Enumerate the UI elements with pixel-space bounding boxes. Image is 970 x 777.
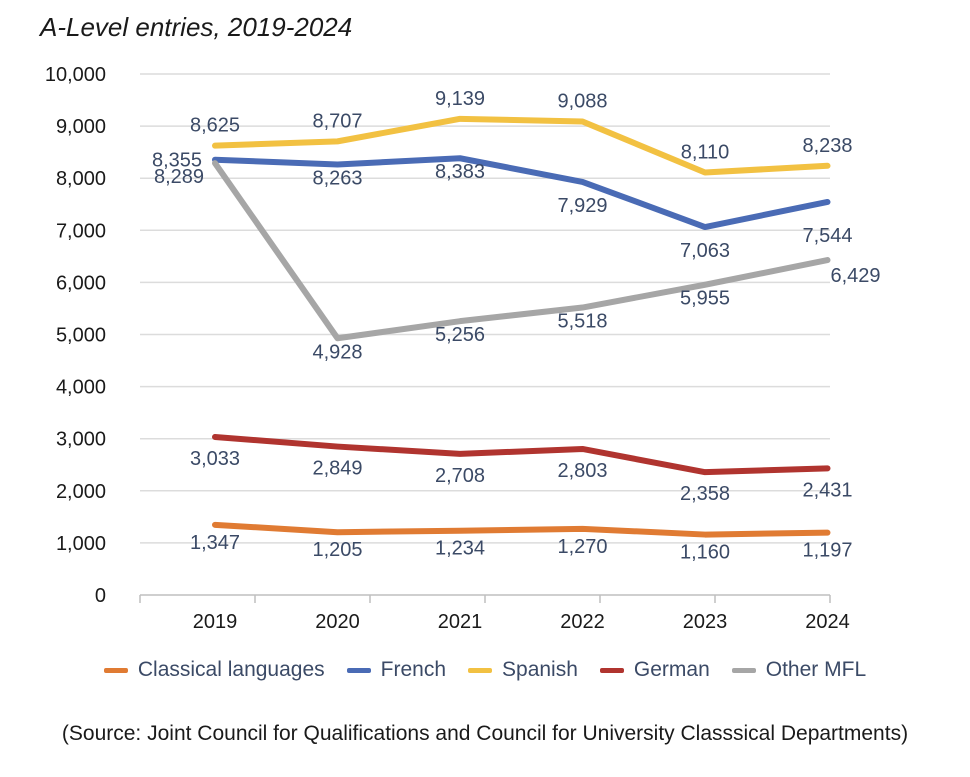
y-tick-label: 3,000 (56, 429, 106, 451)
legend: Classical languages French Spanish German Ot… (0, 658, 970, 682)
data-label: 7,544 (802, 225, 852, 247)
series-line-other-mfl (212, 160, 831, 342)
data-label: 8,238 (802, 135, 852, 157)
data-label: 3,033 (190, 448, 240, 470)
legend-item: Other MFL (731, 658, 867, 682)
series-line-french (212, 155, 831, 231)
legend-swatch (468, 667, 493, 673)
line-chart: 0 1,000 2,000 3,000 4,000 5,000 6,000 7,000 8,00… (45, 64, 881, 633)
y-tick-label: 10,000 (45, 64, 106, 86)
data-label: 8,263 (312, 167, 362, 189)
x-tick-label: 2019 (193, 611, 238, 633)
legend-swatch (599, 667, 624, 673)
x-tick-label: 2021 (438, 611, 483, 633)
y-tick-label: 0 (95, 585, 106, 607)
series-lines (212, 115, 831, 538)
y-tick-label: 6,000 (56, 272, 106, 294)
data-label: 4,928 (312, 341, 362, 363)
data-label: 1,234 (435, 538, 485, 560)
data-label: 2,358 (680, 483, 730, 505)
data-label: 2,803 (557, 460, 607, 482)
x-tick-label: 2022 (560, 611, 605, 633)
data-label: 7,929 (557, 195, 607, 217)
y-tick-label: 7,000 (56, 220, 106, 242)
data-label: 8,625 (190, 115, 240, 137)
data-label: 1,270 (557, 536, 607, 558)
legend-item: French (346, 658, 447, 682)
data-label: 1,205 (312, 539, 362, 561)
y-tick-label: 8,000 (56, 168, 106, 190)
series-line-spanish (212, 115, 831, 176)
series-line-german (212, 433, 831, 476)
y-tick-label: 9,000 (56, 116, 106, 138)
data-label: 8,383 (435, 161, 485, 183)
legend-label: Spanish (502, 658, 578, 681)
legend-label: Other MFL (765, 658, 867, 681)
data-label: 8,355 (152, 150, 202, 172)
x-tick-label: 2020 (315, 611, 360, 633)
data-label: 2,431 (802, 479, 852, 501)
series-line-classical-languages (212, 521, 831, 538)
y-tick-label: 5,000 (56, 325, 106, 347)
axes: 0 1,000 2,000 3,000 4,000 5,000 6,000 7,000 8,00… (45, 64, 850, 633)
legend-swatch (731, 667, 756, 673)
data-label: 8,289 (154, 166, 204, 188)
data-label: 5,256 (435, 324, 485, 346)
data-labels: 1,347 1,205 1,234 1,270 1,160 1,197 8,355 8,263… (152, 88, 881, 564)
data-label: 8,110 (681, 141, 730, 163)
data-label: 8,707 (312, 110, 362, 132)
data-label: 2,849 (312, 458, 362, 480)
y-tick-label: 1,000 (56, 533, 106, 555)
data-label: 6,429 (830, 265, 880, 287)
data-label: 1,160 (680, 542, 730, 564)
source-note: (Source: Joint Council for Qualification… (61, 722, 909, 745)
legend-label: German (633, 658, 710, 681)
y-tick-label: 2,000 (56, 481, 106, 503)
x-tick-label: 2024 (805, 611, 850, 633)
data-label: 1,347 (190, 532, 240, 554)
legend-swatch (346, 667, 371, 673)
legend-label: French (380, 658, 447, 681)
legend-item: German (599, 658, 710, 682)
legend-item: Classical languages (103, 658, 325, 682)
legend-label: Classical languages (137, 658, 325, 681)
data-label: 5,955 (680, 288, 730, 310)
data-label: 1,197 (802, 540, 852, 562)
legend-item: Spanish (468, 658, 578, 682)
y-tick-label: 4,000 (56, 377, 106, 399)
legend-swatch (103, 667, 128, 673)
data-label: 9,088 (557, 91, 607, 113)
data-label: 2,708 (435, 465, 485, 487)
data-label: 7,063 (680, 240, 730, 262)
data-label: 5,518 (557, 311, 607, 333)
x-tick-label: 2023 (683, 611, 728, 633)
chart-title: A-Level entries, 2019-2024 (40, 12, 353, 42)
data-label: 9,139 (435, 88, 485, 110)
